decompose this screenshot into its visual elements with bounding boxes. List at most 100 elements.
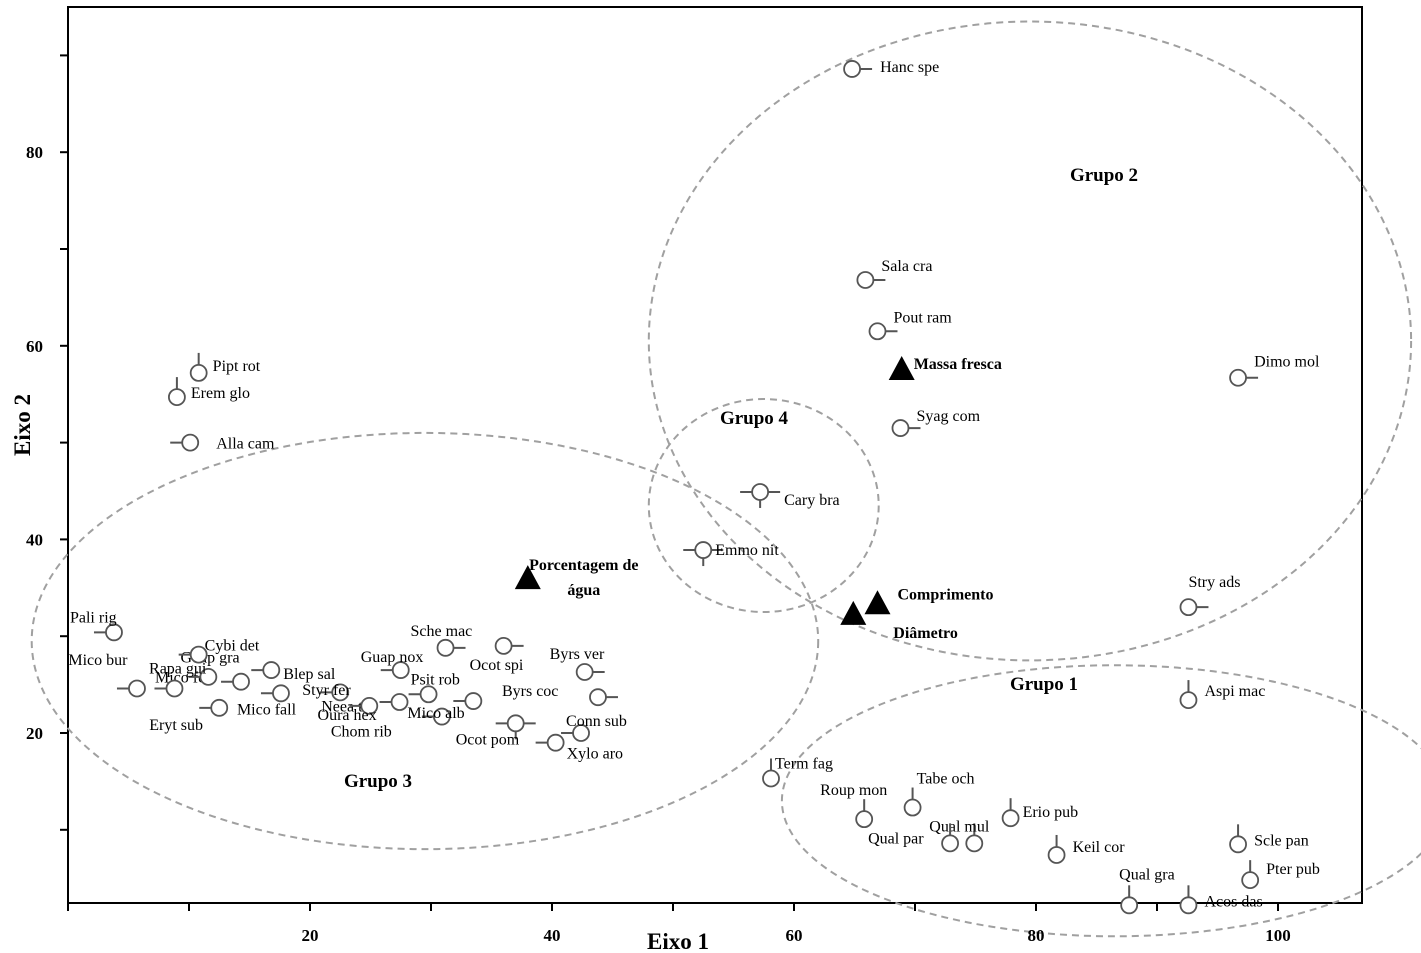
point-label: Qual par <box>868 830 924 847</box>
point-label: Guap nox <box>361 649 424 666</box>
point-label: Dimo mol <box>1254 354 1320 371</box>
point-marker <box>856 811 872 827</box>
point-label: Pout ram <box>893 309 952 326</box>
species-point: Mico fall <box>237 685 297 718</box>
species-point: Alla cam <box>170 435 275 453</box>
species-point: Byrs ver <box>550 646 605 680</box>
point-label: Emmo nit <box>715 542 779 559</box>
y-tick-label: 40 <box>26 530 43 549</box>
species-point: Pout ram <box>869 309 952 339</box>
point-label: Xylo aro <box>567 746 623 763</box>
point-marker <box>273 685 289 701</box>
species-point: Pali rig <box>70 609 122 640</box>
group-label: Grupo 3 <box>344 771 412 792</box>
point-label: Ocot spi <box>470 657 524 674</box>
variable-marker: Diâmetro <box>840 601 958 642</box>
point-marker <box>233 674 249 690</box>
point-label: Alla cam <box>216 436 275 453</box>
variable-label-line: água <box>567 582 600 599</box>
point-marker <box>763 770 779 786</box>
species-point: Emmo nit <box>683 542 779 566</box>
point-marker <box>1230 836 1246 852</box>
x-tick-label: 80 <box>1028 926 1045 945</box>
point-label: Qual gra <box>1119 866 1175 883</box>
variable-triangle <box>864 590 890 614</box>
variable-triangle <box>840 601 866 625</box>
point-label: Pali rig <box>70 609 117 626</box>
point-marker <box>106 624 122 640</box>
species-point: Qual mul <box>929 818 990 851</box>
point-marker <box>465 693 481 709</box>
point-label: Ocot pom <box>456 731 520 748</box>
species-point: Cary bra <box>740 484 840 509</box>
point-marker <box>1242 872 1258 888</box>
species-point: Byrs coc <box>502 683 618 705</box>
variable-label-line: Porcentagem de <box>529 557 638 574</box>
species-point: Tabe och <box>905 771 975 816</box>
point-label: Tabe och <box>917 771 975 788</box>
species-point: Aspi mac <box>1180 680 1265 708</box>
point-marker <box>1180 599 1196 615</box>
point-marker <box>892 420 908 436</box>
point-label: Sala cra <box>881 258 932 275</box>
group-label: Grupo 1 <box>1010 674 1078 695</box>
point-marker <box>211 700 227 716</box>
point-label: Stry ads <box>1188 574 1240 591</box>
point-label: Syag com <box>916 408 980 425</box>
x-tick-label: 40 <box>544 926 561 945</box>
group-label: Grupo 2 <box>1070 165 1138 186</box>
point-label: Aspi mac <box>1204 683 1265 700</box>
species-point: Qual gra <box>1119 866 1175 913</box>
point-marker <box>695 542 711 558</box>
axes: 20 40 60 80 100 20 40 60 80 <box>26 55 1291 945</box>
species-points: Hanc spe Sala cra Pout ram Dimo mol Syag com… <box>68 59 1320 913</box>
point-label: Pter pub <box>1266 861 1320 878</box>
species-point: Erio pub <box>1003 798 1079 826</box>
point-marker <box>548 735 564 751</box>
point-label: Term fag <box>775 755 833 772</box>
x-tick-label: 100 <box>1265 926 1291 945</box>
point-marker <box>869 323 885 339</box>
species-point: Pipt rot <box>191 353 261 381</box>
point-marker <box>508 715 524 731</box>
x-tick-label: 60 <box>786 926 803 945</box>
point-marker <box>129 680 145 696</box>
point-marker <box>857 272 873 288</box>
species-point: Ocot pom <box>456 715 536 748</box>
species-point: Stry ads <box>1180 574 1240 615</box>
point-label: Acos das <box>1204 893 1262 910</box>
species-point: Hanc spe <box>844 59 939 77</box>
species-point: Dimo mol <box>1230 354 1320 386</box>
species-point: Syag com <box>892 408 980 436</box>
point-marker <box>1230 370 1246 386</box>
point-label: Cary bra <box>784 492 840 509</box>
species-point: Roup mon <box>820 782 887 827</box>
species-point: Erem glo <box>169 377 250 405</box>
point-marker <box>182 435 198 451</box>
variable-label: Massa fresca <box>914 356 1002 373</box>
point-label: Keil cor <box>1073 839 1126 856</box>
point-label: Blep sal <box>283 666 336 683</box>
point-label: Qual mul <box>929 818 990 835</box>
point-label: Scle pan <box>1254 832 1309 849</box>
point-marker <box>421 686 437 702</box>
species-point: Keil cor <box>1049 835 1126 863</box>
point-marker <box>577 664 593 680</box>
y-axis-title: Eixo 2 <box>10 394 35 456</box>
y-tick-label: 60 <box>26 337 43 356</box>
point-label: Oura hex <box>318 707 377 724</box>
point-marker <box>1180 692 1196 708</box>
group-ellipse <box>782 665 1421 936</box>
point-label: Conn sub <box>566 713 627 730</box>
group-ellipses: Grupo 1 Grupo 2 Grupo 3 Grupo 4 <box>32 22 1421 937</box>
x-axis-title: Eixo 1 <box>647 929 709 953</box>
group-label: Grupo 4 <box>720 408 789 429</box>
point-label: Byrs ver <box>550 646 605 663</box>
variable-label: Porcentagem de água <box>529 557 638 599</box>
variable-label: Comprimento <box>897 586 993 603</box>
species-point: Ocot spi <box>470 638 524 674</box>
variable-label: Diâmetro <box>893 625 958 642</box>
point-label: Mico alb <box>407 705 464 722</box>
point-label: Erem glo <box>191 385 250 402</box>
